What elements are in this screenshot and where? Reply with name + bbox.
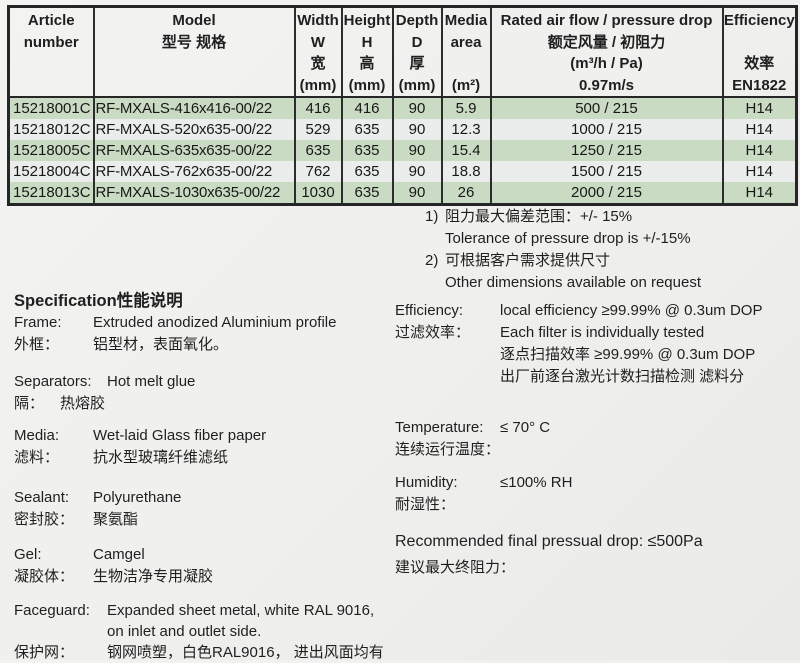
humidity-label-cn: 耐湿性： [395, 496, 456, 513]
spec-item-media: Media: Wet-laid Glass fiber paper 滤料： 抗水… [14, 425, 399, 469]
col-header-model: Model 型号 规格 [92, 6, 295, 98]
separators-label-cn: 隔： [14, 395, 45, 412]
faceguard-label: Faceguard: [14, 602, 90, 619]
gel-value-cn: 生物洁净专用凝胶 [93, 568, 214, 585]
temperature-label: Temperature: [395, 419, 484, 436]
gel-label-cn: 凝胶体： [14, 568, 75, 585]
media-label: Media: [14, 427, 60, 444]
footnote-1-en: Tolerance of pressure drop is +/-15% [445, 230, 691, 247]
frame-label: Frame: [14, 314, 62, 331]
gel-label: Gel: [14, 546, 42, 563]
table-row: 15218005C RF-MXALS-635x635-00/22 635 635… [7, 140, 797, 161]
frame-value-cn: 铝型材，表面氧化。 [93, 336, 229, 353]
faceguard-value-line2: on inlet and outlet side. [107, 623, 262, 640]
media-label-cn: 滤料： [14, 449, 60, 466]
table-row: 15218013C RF-MXALS-1030x635-00/22 1030 6… [7, 182, 797, 205]
frame-value: Extruded anodized Aluminium profile [93, 314, 337, 331]
col-header-depth: Depth D 厚 (mm) [391, 6, 442, 98]
footnote-2-cn: 2) 可根据客户需求提供尺寸 [425, 252, 611, 269]
footnote-2-en: Other dimensions available on request [445, 274, 701, 291]
spec-item-faceguard: Faceguard: Expanded sheet metal, white R… [14, 600, 399, 663]
humidity-label: Humidity: [395, 474, 458, 491]
efficiency-line2: Each filter is individually tested [500, 324, 705, 341]
faceguard-value-cn: 钢网喷塑，白色RAL9016， 进出风面均有 [107, 644, 384, 661]
col-header-width: Width W 宽 (mm) [293, 6, 342, 98]
spec-item-temperature: Temperature: ≤ 70° C 连续运行温度： [395, 417, 795, 461]
separators-value-cn: 热熔胶 [60, 395, 106, 412]
sealant-value-cn: 聚氨酯 [93, 511, 139, 528]
spec-item-separators: Separators: Hot melt glue 隔： 热熔胶 [14, 371, 399, 415]
specification-heading: Specification性能说明 [14, 292, 183, 310]
frame-label-cn: 外框： [14, 336, 60, 353]
efficiency-label-cn: 过滤效率： [395, 324, 471, 341]
product-spec-table: Article number Model 型号 规格 Width W 宽 (mm… [7, 5, 798, 206]
col-header-efficiency: Efficiency 效率 EN1822 [721, 6, 797, 98]
spec-item-gel: Gel: Camgel 凝胶体： 生物洁净专用凝胶 [14, 544, 399, 588]
separators-label: Separators: [14, 373, 92, 390]
table-row: 15218001C RF-MXALS-416x416-00/22 416 416… [7, 97, 797, 119]
media-value: Wet-laid Glass fiber paper [93, 427, 267, 444]
table-header: Article number Model 型号 规格 Width W 宽 (mm… [7, 6, 797, 98]
col-header-height: Height H 高 (mm) [340, 6, 393, 98]
efficiency-line4: 出厂前逐台激光计数扫描检测 滤料分 [500, 368, 745, 385]
temperature-value: ≤ 70° C [500, 419, 551, 436]
table-footnotes: 1) 阻力最大偏差范围：+/- 15% Tolerance of pressur… [425, 206, 701, 294]
humidity-value: ≤100% RH [500, 474, 573, 491]
col-header-media-area: Media area (m²) [440, 6, 491, 98]
sealant-label: Sealant: [14, 489, 70, 506]
faceguard-label-cn: 保护网： [14, 644, 75, 661]
spec-item-frame: Frame: Extruded anodized Aluminium profi… [14, 312, 399, 356]
col-header-airflow: Rated air flow / pressure drop 额定风量 / 初阻… [489, 6, 723, 98]
spec-item-humidity: Humidity: ≤100% RH 耐湿性： [395, 472, 795, 516]
efficiency-label: Efficiency: [395, 302, 464, 319]
spec-item-efficiency: Efficiency: local efficiency ≥99.99% @ 0… [395, 300, 795, 388]
faceguard-value-line1: Expanded sheet metal, white RAL 9016, [107, 602, 375, 619]
spec-item-final-pressure-drop: Recommended final pressual drop: ≤500Pa … [395, 531, 795, 579]
sealant-value: Polyurethane [93, 489, 182, 506]
col-header-article-number: Article number [7, 6, 94, 98]
final-drop-cn: 建议最大终阻力： [395, 559, 516, 576]
gel-value: Camgel [93, 546, 145, 563]
temperature-label-cn: 连续运行温度： [395, 441, 501, 458]
media-value-cn: 抗水型玻璃纤维滤纸 [93, 449, 229, 466]
table-row: 15218012C RF-MXALS-520x635-00/22 529 635… [7, 119, 797, 140]
efficiency-line1: local efficiency ≥99.99% @ 0.3um DOP [500, 302, 763, 319]
footnote-1-cn: 1) 阻力最大偏差范围：+/- 15% [425, 208, 633, 225]
sealant-label-cn: 密封胶： [14, 511, 75, 528]
table-row: 15218004C RF-MXALS-762x635-00/22 762 635… [7, 161, 797, 182]
spec-item-sealant: Sealant: Polyurethane 密封胶： 聚氨酯 [14, 487, 399, 531]
efficiency-line3: 逐点扫描效率 ≥99.99% @ 0.3um DOP [500, 346, 756, 363]
final-drop-en: Recommended final pressual drop: ≤500Pa [395, 533, 703, 550]
separators-value: Hot melt glue [107, 373, 196, 390]
